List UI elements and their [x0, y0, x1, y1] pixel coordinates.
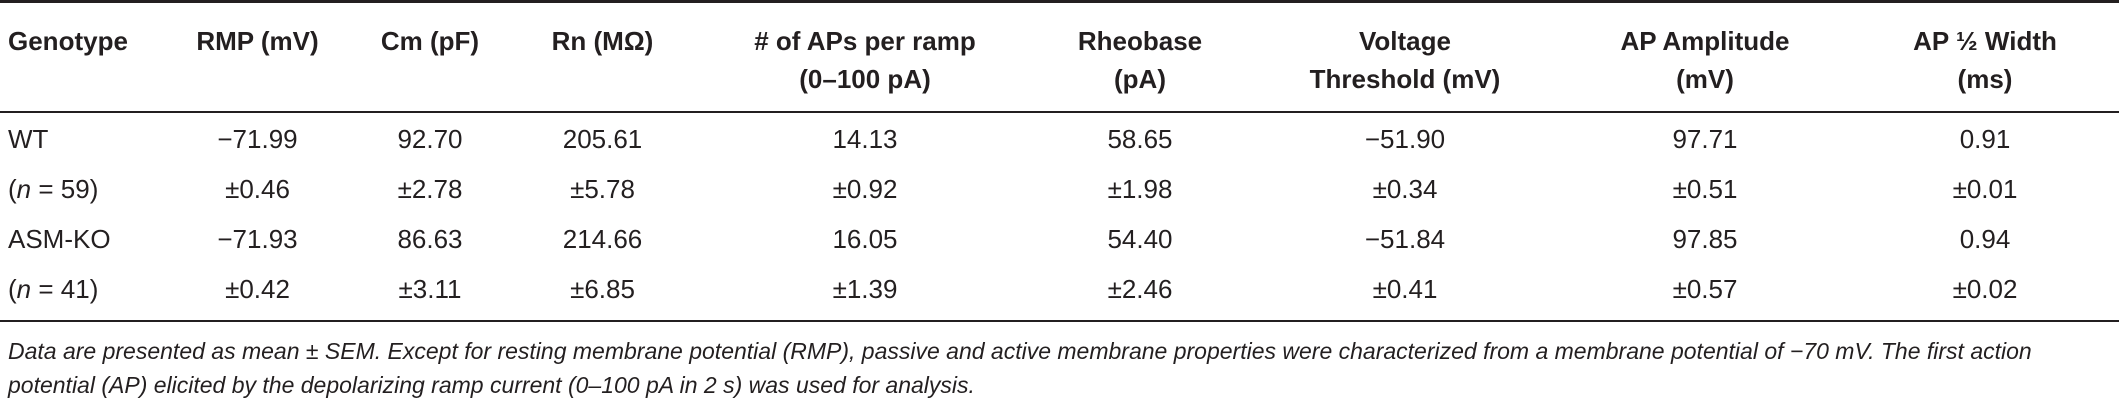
- cell-aps-per-ramp: ±1.39: [832, 274, 898, 304]
- header-rheobase: Rheobase (pA): [1077, 26, 1203, 94]
- cell-rmp: ±0.42: [225, 274, 290, 304]
- table-row: (n = 59) ±0.46 ±2.78 ±5.78 ±0.92 ±1.98 ±…: [0, 163, 2119, 213]
- cell-rn: ±6.85: [570, 274, 635, 304]
- row-label-rest: = 41): [31, 274, 99, 304]
- cell-cm: 86.63: [397, 224, 463, 254]
- table-top-rule: [0, 0, 2119, 3]
- row-label-rest: = 59): [31, 174, 99, 204]
- header-ap-amplitude: AP Amplitude (mV): [1620, 26, 1790, 94]
- cell-voltage-threshold: ±0.41: [1372, 274, 1438, 304]
- cell-rn: 214.66: [562, 224, 643, 254]
- cell-ap-amplitude: ±0.57: [1672, 274, 1738, 304]
- cell-ap-amplitude: 97.85: [1672, 224, 1738, 254]
- header-voltage-threshold: Voltage Threshold (mV): [1309, 26, 1501, 94]
- cell-rmp: ±0.46: [225, 174, 290, 204]
- cell-rheobase: ±1.98: [1107, 174, 1173, 204]
- row-label-n: n: [16, 174, 32, 204]
- cell-rheobase: 58.65: [1107, 124, 1173, 154]
- cell-rn: 205.61: [562, 124, 643, 154]
- cell-ap-amplitude: 97.71: [1672, 124, 1738, 154]
- header-aps-per-ramp: # of APs per ramp (0–100 pA): [754, 26, 976, 94]
- header-rmp: RMP (mV): [196, 26, 319, 56]
- table-row: ASM-KO −71.93 86.63 214.66 16.05 54.40 −…: [0, 213, 2119, 263]
- cell-cm: 92.70: [397, 124, 463, 154]
- table-row: (n = 41) ±0.42 ±3.11 ±6.85 ±1.39 ±2.46 ±…: [0, 263, 2119, 313]
- cell-ap-amplitude: ±0.51: [1672, 174, 1738, 204]
- table-footnote: Data are presented as mean ± SEM. Except…: [8, 338, 2032, 398]
- row-label-open: (: [8, 274, 17, 304]
- cell-aps-per-ramp: 16.05: [832, 224, 898, 254]
- row-label-n: n: [16, 274, 32, 304]
- cell-voltage-threshold: ±0.34: [1372, 174, 1438, 204]
- cell-ap-half-width: ±0.01: [1952, 174, 2018, 204]
- row-label: (n = 41): [8, 273, 188, 305]
- cell-rheobase: ±2.46: [1107, 274, 1173, 304]
- table-bottom-rule: [0, 320, 2119, 322]
- row-label-open: (: [8, 174, 17, 204]
- cell-voltage-threshold: −51.84: [1364, 224, 1446, 254]
- cell-ap-half-width: 0.91: [1959, 124, 2011, 154]
- table-header-row: Genotype RMP (mV) Cm (pF) Rn (MΩ) # of A…: [0, 0, 2119, 111]
- cell-rn: ±5.78: [570, 174, 635, 204]
- cell-rmp: −71.93: [217, 224, 298, 254]
- table-row: WT −71.99 92.70 205.61 14.13 58.65 −51.9…: [0, 113, 2119, 163]
- cell-cm: ±3.11: [398, 274, 462, 304]
- cell-ap-half-width: 0.94: [1959, 224, 2011, 254]
- header-cm: Cm (pF): [380, 26, 480, 56]
- cell-aps-per-ramp: 14.13: [832, 124, 898, 154]
- header-genotype: Genotype: [8, 26, 128, 56]
- table-header-rule: [0, 111, 2119, 113]
- cell-aps-per-ramp: ±0.92: [832, 174, 898, 204]
- row-label: ASM-KO: [8, 224, 111, 254]
- cell-rheobase: 54.40: [1107, 224, 1173, 254]
- cell-voltage-threshold: −51.90: [1364, 124, 1446, 154]
- row-label: (n = 59): [8, 173, 188, 205]
- header-rn: Rn (MΩ): [551, 26, 654, 56]
- header-ap-half-width: AP ½ Width (ms): [1913, 26, 2057, 94]
- cell-rmp: −71.99: [217, 124, 298, 154]
- row-label: WT: [8, 124, 49, 154]
- cell-cm: ±2.78: [397, 174, 463, 204]
- cell-ap-half-width: ±0.02: [1952, 274, 2018, 304]
